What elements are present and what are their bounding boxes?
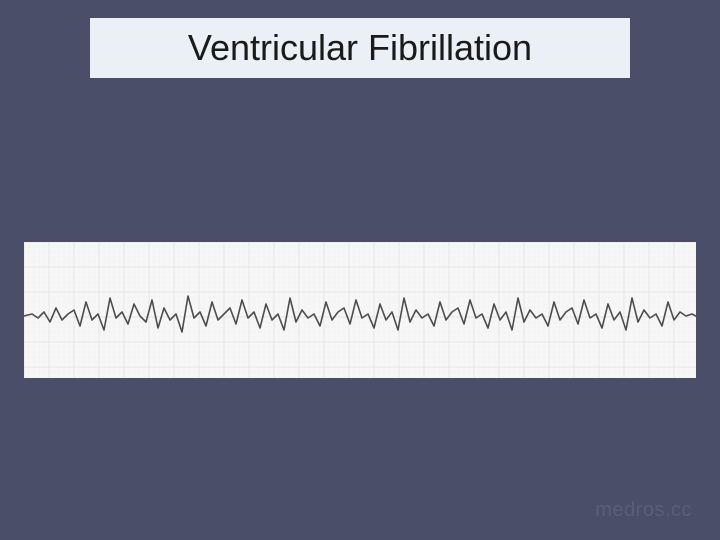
title-box: Ventricular Fibrillation: [90, 18, 630, 78]
watermark: medros.cc: [595, 499, 692, 522]
ecg-trace: [24, 296, 696, 332]
slide-title: Ventricular Fibrillation: [188, 27, 532, 69]
ecg-strip: [24, 242, 696, 378]
ecg-svg: [24, 242, 696, 378]
